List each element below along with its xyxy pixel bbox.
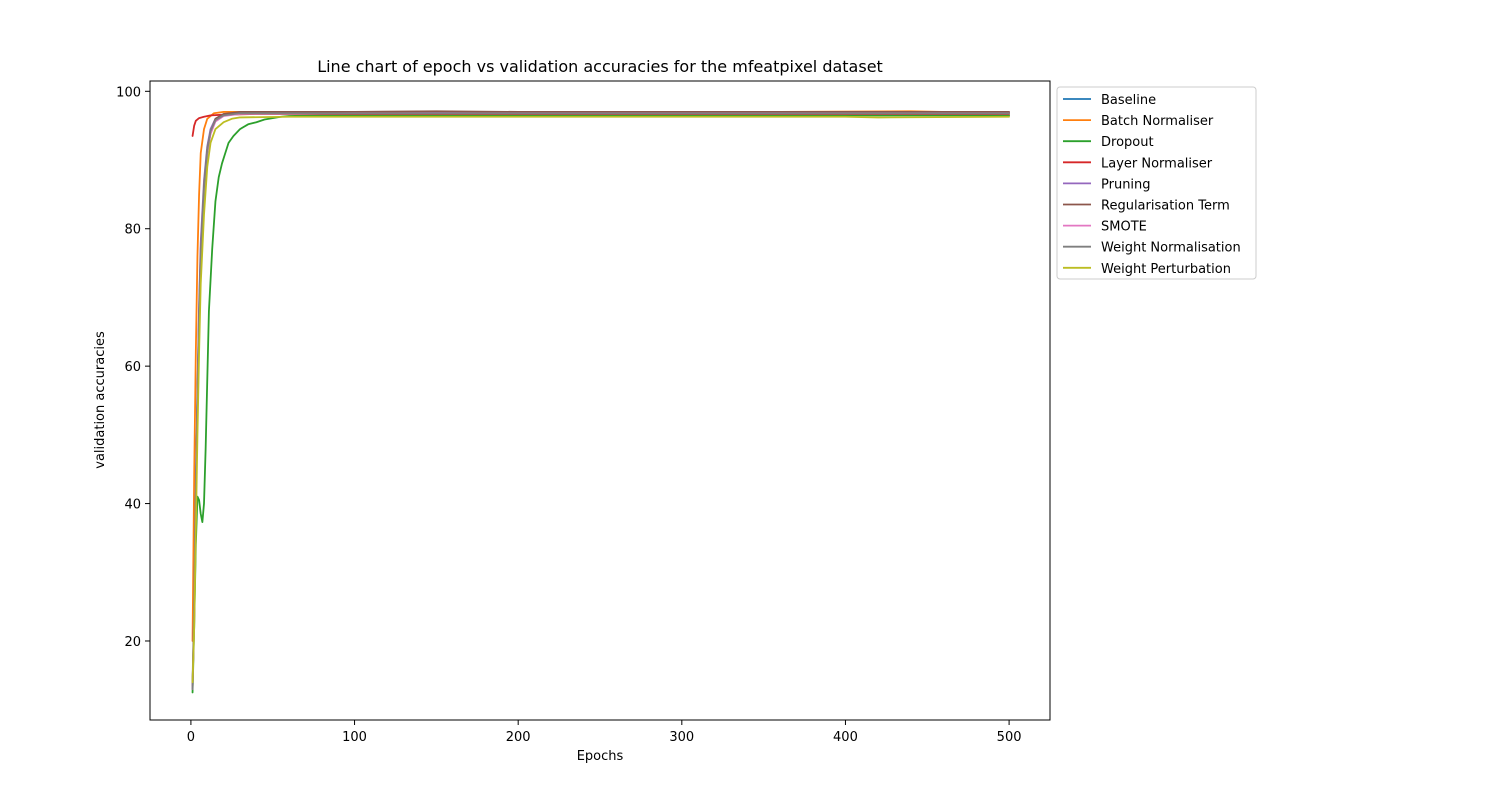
x-tick-label-3: 300: [669, 730, 694, 745]
legend-label-3: Layer Normaliser: [1101, 156, 1213, 171]
legend-label-2: Dropout: [1101, 135, 1154, 150]
series-line-7: [191, 112, 1010, 690]
legend-frame: [1056, 86, 1257, 280]
x-axis-ticks: 0 100 200 300 400 500: [187, 720, 1022, 745]
legend: Baseline Batch Normaliser Dropout Layer Nor…: [1056, 86, 1257, 280]
series-line-2: [191, 114, 1010, 694]
y-axis-label: validation accuracies: [93, 331, 108, 469]
legend-label-1: Batch Normaliser: [1101, 114, 1214, 129]
legend-label-0: Baseline: [1101, 93, 1156, 108]
y-tick-label-0: 20: [124, 635, 141, 650]
series-line-6: [191, 112, 1010, 690]
legend-label-6: SMOTE: [1101, 220, 1147, 235]
plot-frame: [149, 80, 1051, 721]
y-tick-label-2: 60: [124, 360, 141, 375]
series-line-8: [191, 115, 1010, 684]
series-line-5: [191, 110, 1010, 687]
x-tick-label-4: 400: [833, 730, 858, 745]
legend-label-7: Weight Normalisation: [1101, 241, 1241, 256]
series-line-1: [191, 110, 1010, 642]
series-line-4: [191, 111, 1010, 684]
legend-label-5: Regularisation Term: [1101, 199, 1230, 214]
chart-title: Line chart of epoch vs validation accura…: [317, 57, 883, 76]
x-tick-label-0: 0: [187, 730, 195, 745]
y-tick-label-3: 80: [124, 223, 141, 238]
y-tick-label-1: 40: [124, 498, 141, 513]
x-tick-label-2: 200: [506, 730, 531, 745]
plot-lines: [191, 110, 1010, 694]
x-axis-label: Epochs: [577, 749, 624, 764]
legend-label-4: Pruning: [1101, 177, 1151, 192]
x-tick-label-1: 100: [342, 730, 367, 745]
x-tick-label-5: 500: [997, 730, 1022, 745]
legend-label-8: Weight Perturbation: [1101, 262, 1231, 277]
series-line-0: [191, 111, 1010, 690]
y-axis-ticks: 20 40 60 80 100: [116, 85, 150, 650]
y-tick-label-4: 100: [116, 85, 141, 100]
